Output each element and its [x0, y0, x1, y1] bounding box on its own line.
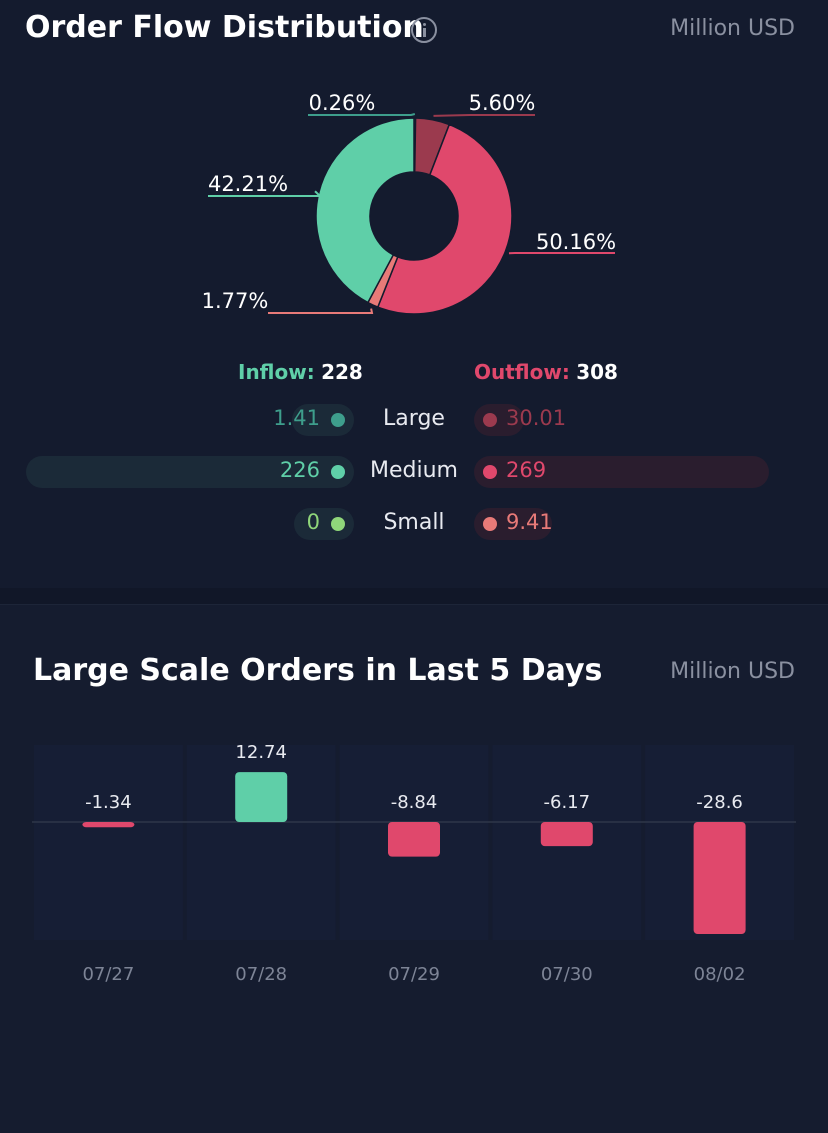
bar-chart: -1.34 07/27 12.74 07/28 -8.84 07/29 -6.17 07/30…: [32, 742, 796, 985]
outflow-medium-dot: [483, 465, 497, 479]
outflow-total: 308: [576, 360, 618, 384]
bar[interactable]: [388, 822, 440, 857]
bar[interactable]: [540, 822, 593, 847]
outflow-large-value: 30.01: [506, 406, 567, 430]
donut-slice-label: 42.21%: [208, 172, 288, 196]
inflow-summary: Inflow: 228: [238, 360, 363, 384]
donut-leader-line: [208, 190, 323, 197]
bar-value-label: -1.34: [85, 792, 132, 813]
bar-category-label: 07/29: [388, 964, 440, 985]
flow-row-large: 1.41 Large 30.01: [0, 404, 828, 438]
donut-slice[interactable]: [376, 123, 513, 315]
order-flow-unit: Million USD: [670, 16, 795, 41]
bar-value-label: 12.74: [235, 742, 287, 763]
donut-leader-line: [433, 114, 535, 117]
outflow-small-value: 9.41: [506, 510, 553, 534]
flow-row-small: 0 Small 9.41: [0, 508, 828, 542]
donut-slice[interactable]: [315, 117, 415, 304]
bar[interactable]: [235, 772, 288, 822]
donut-slice-label: 5.60%: [469, 91, 536, 115]
outflow-large-dot: [483, 413, 497, 427]
inflow-large-dot: [331, 413, 345, 427]
row-label-small: Small: [383, 510, 445, 535]
info-icon[interactable]: [411, 17, 437, 43]
bar-value-label: -8.84: [391, 792, 438, 813]
bar[interactable]: [82, 822, 135, 828]
inflow-small-dot: [331, 517, 345, 531]
bar[interactable]: [693, 822, 746, 934]
donut-leader-line: [268, 308, 374, 314]
bar-column-bg: [34, 745, 183, 940]
order-flow-card: Order Flow Distribution Million USD 0.26…: [0, 10, 828, 542]
large-orders-title: Large Scale Orders in Last 5 Days: [33, 653, 603, 688]
bar-category-label: 07/30: [541, 964, 593, 985]
bar-value-label: -6.17: [544, 792, 591, 813]
inflow-medium-dot: [331, 465, 345, 479]
donut-chart: 0.26% 5.60% 50.16% 1.77% 42.21%: [202, 91, 616, 315]
inflow-medium-value: 226: [279, 458, 320, 482]
bar-value-label: -28.6: [696, 792, 743, 813]
flow-row-medium: 226 Medium 269: [0, 456, 828, 490]
section-separator: [0, 588, 828, 604]
outflow-label: Outflow:: [474, 360, 570, 384]
inflow-total: 228: [321, 360, 363, 384]
donut-slice-label: 1.77%: [202, 289, 269, 313]
order-flow-title: Order Flow Distribution: [25, 10, 424, 45]
outflow-summary: Outflow: 308: [474, 360, 618, 384]
bar-category-label: 07/28: [235, 964, 287, 985]
bar-category-label: 08/02: [694, 964, 746, 985]
outflow-small-dot: [483, 517, 497, 531]
donut-slice-label: 50.16%: [536, 230, 616, 254]
donut-slice-label: 0.26%: [309, 91, 376, 115]
outflow-medium-value: 269: [506, 458, 547, 482]
large-orders-unit: Million USD: [670, 659, 795, 684]
inflow-large-value: 1.41: [273, 406, 320, 430]
bar-category-label: 07/27: [82, 964, 134, 985]
row-label-large: Large: [383, 406, 445, 431]
large-orders-card: Large Scale Orders in Last 5 Days Millio…: [0, 604, 828, 1133]
inflow-label: Inflow:: [238, 360, 315, 384]
inflow-small-value: 0: [306, 510, 320, 534]
row-label-medium: Medium: [370, 458, 458, 483]
donut-leader-line: [308, 113, 416, 116]
